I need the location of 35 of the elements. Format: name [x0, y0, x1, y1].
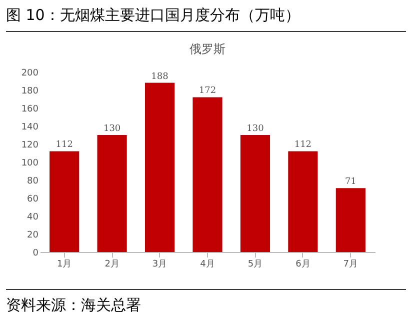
- bar: [240, 135, 270, 252]
- text: 资料来源：海关总署: [6, 289, 406, 315]
- y-tick-label: 80: [27, 176, 39, 186]
- y-tick-label: 120: [21, 140, 39, 150]
- data-label: 172: [198, 86, 216, 96]
- y-tick-label: 20: [27, 230, 39, 240]
- data-label: 71: [344, 177, 356, 188]
- y-tick-label: 0: [32, 248, 39, 258]
- y-tick-label: 40: [27, 212, 39, 222]
- bar: [144, 82, 175, 252]
- y-tick-label: 160: [21, 104, 39, 114]
- bar: [192, 97, 222, 252]
- data-label: 130: [246, 124, 264, 134]
- y-tick-label: 60: [27, 194, 39, 204]
- x-tick-label: 5月: [248, 260, 263, 270]
- x-tick-label: 4月: [200, 260, 215, 270]
- x-tick-label: 7月: [343, 260, 358, 270]
- data-label: 112: [56, 140, 73, 150]
- x-tick-label: 2月: [104, 260, 120, 270]
- x-tick-label: 1月: [56, 260, 72, 270]
- x-tick-label: 3月: [152, 260, 168, 270]
- data-label: 112: [294, 140, 312, 150]
- bar: [50, 151, 80, 252]
- chart-subtitle: 俄罗斯: [190, 42, 226, 56]
- data-label: 130: [103, 124, 121, 134]
- y-tick-label: 100: [21, 158, 39, 168]
- bar: [97, 135, 127, 252]
- y-tick-label: 180: [21, 86, 39, 96]
- chart-title: 图 10：无烟煤主要进口国月度分布（万吨）: [6, 6, 406, 32]
- y-tick-label: 200: [21, 68, 39, 78]
- bar: [336, 188, 366, 252]
- bar: [288, 151, 318, 252]
- x-tick-label: 6月: [296, 260, 310, 270]
- data-label: 188: [151, 72, 169, 82]
- y-tick-label: 140: [21, 122, 39, 132]
